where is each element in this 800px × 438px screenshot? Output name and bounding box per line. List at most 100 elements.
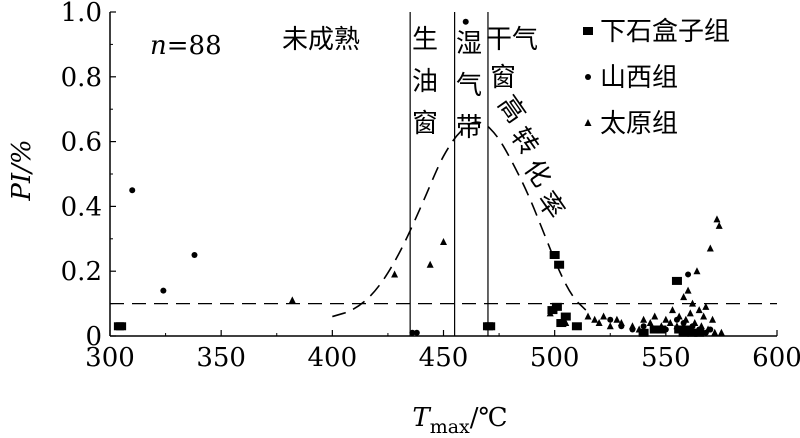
point-taiyuan xyxy=(673,322,681,330)
point-shanxi xyxy=(129,187,136,194)
sample-count-label: n=88 xyxy=(150,31,222,61)
x-tick-label: 400 xyxy=(308,343,358,373)
zone-label-dry-gas: 窗 xyxy=(490,63,516,93)
point-xiashihezi xyxy=(556,319,567,328)
point-taiyuan xyxy=(717,328,725,336)
point-taiyuan xyxy=(697,322,705,330)
point-xiashihezi xyxy=(656,325,667,334)
point-shanxi xyxy=(160,287,167,294)
point-taiyuan xyxy=(640,315,648,323)
point-taiyuan xyxy=(635,325,643,333)
zone-label-oil-window: 生 xyxy=(412,25,438,55)
point-taiyuan xyxy=(686,309,694,317)
point-taiyuan xyxy=(713,215,721,223)
maturity-envelope-curve xyxy=(332,121,587,318)
legend-marker xyxy=(584,119,592,126)
legend-label: 太原组 xyxy=(600,109,678,139)
y-axis-label: PI/% xyxy=(7,139,37,201)
point-taiyuan xyxy=(666,319,674,327)
x-axis-label: Tmax/℃ xyxy=(412,403,507,438)
point-taiyuan xyxy=(693,267,701,275)
point-taiyuan xyxy=(675,312,683,320)
point-xiashihezi xyxy=(687,328,698,337)
point-taiyuan xyxy=(709,315,717,323)
point-taiyuan xyxy=(600,312,608,320)
point-shanxi xyxy=(409,329,416,336)
point-taiyuan xyxy=(646,319,654,327)
point-xiashihezi xyxy=(549,251,560,259)
zone-label-wet-gas: 湿 xyxy=(456,29,482,59)
zone-label-high-conversion: 高 xyxy=(491,90,530,129)
point-shanxi xyxy=(413,329,420,336)
point-taiyuan xyxy=(613,315,621,323)
point-shanxi xyxy=(685,271,692,278)
point-taiyuan xyxy=(669,306,677,314)
point-taiyuan xyxy=(288,296,296,304)
zone-label-high-conversion: 化 xyxy=(517,154,556,193)
point-taiyuan xyxy=(426,260,434,268)
point-shanxi xyxy=(462,18,469,25)
point-taiyuan xyxy=(606,322,614,330)
legend-label: 山西组 xyxy=(600,63,678,93)
point-taiyuan xyxy=(591,315,599,323)
point-xiashihezi xyxy=(116,322,127,331)
point-shanxi xyxy=(607,316,614,323)
point-taiyuan xyxy=(691,319,699,327)
x-tick-label: 450 xyxy=(419,343,469,373)
x-tick-label: 500 xyxy=(530,343,580,373)
zone-label-high-conversion: 转 xyxy=(504,122,543,161)
point-xiashihezi xyxy=(560,312,571,321)
point-taiyuan xyxy=(711,328,719,336)
x-tick-label: 550 xyxy=(641,343,691,373)
point-xiashihezi xyxy=(694,328,705,337)
point-taiyuan xyxy=(684,286,692,294)
point-taiyuan xyxy=(662,315,670,323)
y-tick-label: 0.6 xyxy=(61,128,102,158)
x-tick-label: 300 xyxy=(85,343,135,373)
point-xiashihezi xyxy=(571,322,582,331)
y-tick-label: 1.0 xyxy=(61,0,102,28)
point-shanxi xyxy=(662,326,669,333)
point-xiashihezi xyxy=(638,328,649,337)
zone-label-dry-gas: 干气 xyxy=(486,25,538,55)
zone-label-wet-gas: 气 xyxy=(456,71,482,101)
point-taiyuan xyxy=(680,293,688,301)
point-taiyuan xyxy=(704,325,712,333)
point-taiyuan xyxy=(440,238,447,246)
point-taiyuan xyxy=(657,322,665,330)
point-taiyuan xyxy=(584,312,592,320)
point-taiyuan xyxy=(706,244,714,252)
point-taiyuan xyxy=(682,315,690,323)
point-xiashihezi xyxy=(485,322,496,331)
y-tick-label: 0 xyxy=(85,322,102,352)
zone-label-immature: 未成熟 xyxy=(282,25,360,55)
point-taiyuan xyxy=(651,312,659,320)
zone-label-wet-gas: 带 xyxy=(456,113,482,143)
zone-label-oil-window: 油 xyxy=(412,67,438,97)
point-xiashihezi xyxy=(671,276,682,285)
point-taiyuan xyxy=(595,319,603,327)
x-tick-label: 600 xyxy=(752,343,800,373)
point-taiyuan xyxy=(391,270,399,278)
point-taiyuan xyxy=(715,221,723,229)
y-tick-label: 0.8 xyxy=(61,63,102,93)
point-shanxi xyxy=(651,326,658,333)
point-taiyuan xyxy=(628,322,636,330)
x-tick-label: 350 xyxy=(196,343,246,373)
legend-label: 下石盒子组 xyxy=(600,17,730,47)
point-shanxi xyxy=(640,323,647,330)
point-xiashihezi xyxy=(554,260,565,269)
point-taiyuan xyxy=(562,319,570,327)
point-taiyuan xyxy=(700,312,708,320)
y-tick-label: 0.2 xyxy=(61,257,102,287)
y-tick-label: 0.4 xyxy=(61,192,102,222)
zone-label-high-conversion: 率 xyxy=(530,186,569,225)
point-xiashihezi xyxy=(551,302,562,311)
point-taiyuan xyxy=(695,306,703,314)
point-taiyuan xyxy=(617,319,625,327)
legend-marker xyxy=(585,74,591,80)
zone-label-oil-window: 窗 xyxy=(412,109,438,139)
point-taiyuan xyxy=(689,299,697,307)
point-shanxi xyxy=(191,252,198,258)
